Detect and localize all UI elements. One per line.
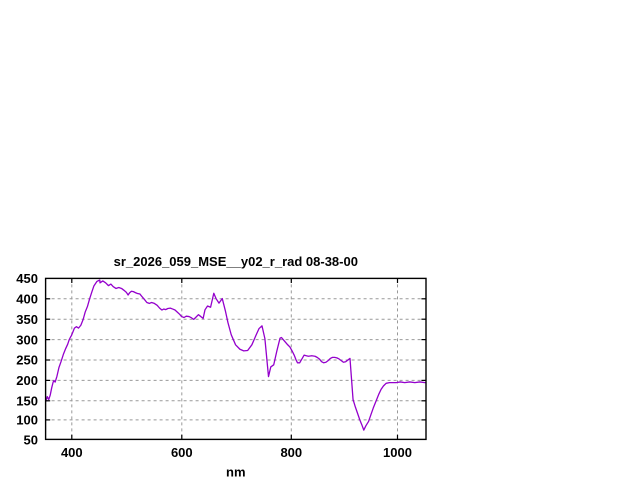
svg-text:400: 400 xyxy=(61,445,83,460)
svg-text:100: 100 xyxy=(16,413,38,428)
svg-text:600: 600 xyxy=(171,445,193,460)
svg-text:400: 400 xyxy=(16,292,38,307)
svg-text:300: 300 xyxy=(16,332,38,347)
svg-text:800: 800 xyxy=(280,445,302,460)
svg-text:350: 350 xyxy=(16,312,38,327)
svg-text:200: 200 xyxy=(16,373,38,388)
svg-text:450: 450 xyxy=(16,271,38,286)
svg-text:sr_2026_059_MSE__y02_r_rad 08-: sr_2026_059_MSE__y02_r_rad 08-38-00 xyxy=(114,254,358,269)
svg-text:1000: 1000 xyxy=(383,445,412,460)
svg-text:150: 150 xyxy=(16,394,38,409)
svg-text:50: 50 xyxy=(24,433,38,448)
svg-text:nm: nm xyxy=(226,465,246,480)
svg-text:250: 250 xyxy=(16,353,38,368)
